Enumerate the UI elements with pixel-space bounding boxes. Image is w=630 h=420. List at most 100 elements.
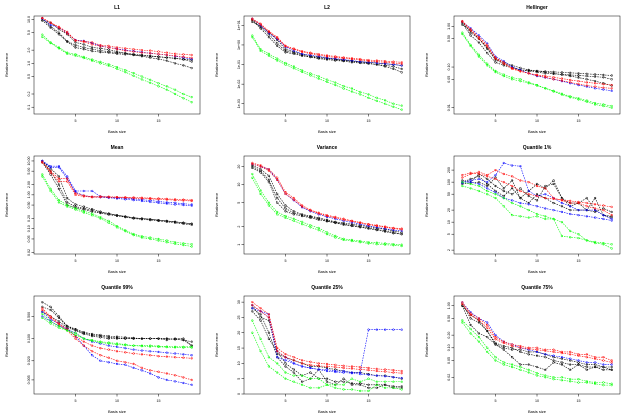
data-point	[359, 93, 362, 96]
data-point	[577, 378, 580, 381]
data-point	[383, 328, 387, 331]
data-point	[577, 82, 580, 86]
data-point	[334, 57, 337, 60]
data-point	[157, 201, 160, 205]
data-point	[57, 183, 61, 186]
data-point	[552, 182, 555, 186]
data-point	[259, 307, 262, 310]
data-point	[190, 53, 193, 57]
y-tick-label: 0.5	[27, 74, 31, 79]
data-point	[309, 386, 312, 390]
data-point	[334, 56, 337, 59]
data-point	[400, 62, 403, 65]
data-point	[190, 345, 193, 349]
data-point	[57, 187, 61, 191]
data-point	[519, 189, 522, 193]
y-tick-label: 0.10	[447, 64, 451, 71]
data-point	[49, 308, 52, 312]
data-point	[469, 317, 472, 320]
data-point	[300, 214, 304, 218]
data-point	[325, 232, 329, 236]
data-point	[610, 361, 613, 364]
data-point	[107, 356, 110, 359]
data-point	[132, 348, 135, 351]
data-point	[157, 355, 160, 358]
data-point	[392, 244, 395, 247]
data-point	[173, 346, 177, 349]
data-point	[149, 350, 152, 353]
data-point	[342, 56, 345, 59]
data-point	[461, 176, 464, 179]
series-line	[252, 311, 402, 387]
data-point	[494, 177, 497, 181]
data-point	[593, 357, 597, 360]
data-point	[585, 84, 588, 87]
data-point	[477, 184, 481, 188]
data-point	[41, 305, 44, 309]
data-point	[602, 383, 605, 387]
data-point	[569, 81, 572, 84]
data-point	[300, 205, 304, 208]
data-point	[140, 78, 144, 81]
data-point	[309, 226, 312, 229]
data-point	[552, 217, 555, 221]
data-point	[284, 192, 287, 196]
data-point	[577, 208, 580, 212]
series-line	[462, 303, 612, 371]
data-point	[510, 67, 514, 71]
data-point	[486, 321, 489, 324]
y-axis-label: Relative error	[214, 192, 219, 217]
data-point	[140, 337, 144, 340]
data-point	[66, 51, 69, 54]
data-point	[173, 52, 177, 55]
data-point	[359, 371, 362, 374]
y-tick-label: 1.00	[447, 23, 451, 30]
data-point	[486, 323, 489, 327]
data-point	[477, 172, 481, 176]
data-point	[610, 205, 613, 209]
series-line	[252, 36, 402, 110]
data-point	[461, 32, 464, 36]
data-point	[190, 243, 193, 246]
data-point	[560, 73, 564, 76]
data-point	[350, 383, 354, 386]
y-tick-label: 0.05	[27, 235, 31, 242]
data-point	[544, 74, 547, 78]
data-point	[510, 201, 514, 205]
data-point	[66, 177, 69, 180]
data-point	[124, 344, 127, 347]
data-point	[99, 210, 102, 213]
data-point	[132, 366, 135, 369]
data-point	[544, 217, 547, 221]
data-point	[107, 341, 110, 344]
data-point	[251, 307, 254, 310]
data-point	[477, 175, 481, 178]
data-point	[359, 368, 362, 371]
data-point	[342, 218, 345, 221]
data-point	[527, 180, 530, 184]
data-point	[577, 353, 580, 356]
data-point	[569, 212, 572, 216]
data-point	[309, 74, 312, 77]
data-point	[375, 228, 378, 232]
data-point	[519, 368, 522, 371]
data-point	[593, 381, 597, 384]
data-point	[519, 187, 522, 190]
data-point	[535, 199, 539, 202]
data-point	[165, 51, 168, 54]
x-axis-label: Basis size	[528, 409, 547, 414]
data-point	[140, 55, 144, 58]
data-point	[367, 227, 370, 230]
data-point	[251, 166, 254, 170]
data-point	[367, 223, 370, 226]
data-point	[510, 187, 514, 190]
data-point	[392, 380, 395, 383]
data-point	[99, 47, 102, 50]
y-tick-label: 2	[237, 226, 241, 228]
data-point	[569, 363, 572, 366]
y-tick-label: 10.0	[27, 16, 31, 23]
data-point	[569, 205, 572, 208]
data-point	[90, 339, 94, 343]
data-point	[82, 344, 85, 347]
data-point	[585, 81, 588, 84]
